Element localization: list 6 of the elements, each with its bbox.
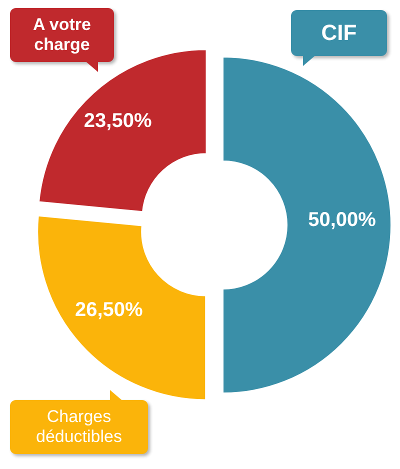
legend-label: Charges déductibles <box>34 406 123 448</box>
data-label: 26,50% <box>74 299 144 322</box>
data-label: 50,00% <box>308 209 376 231</box>
slice-label: A votre charge <box>32 14 92 56</box>
data-label: 23,50% <box>84 110 152 132</box>
slice-label: CIF <box>321 20 357 46</box>
